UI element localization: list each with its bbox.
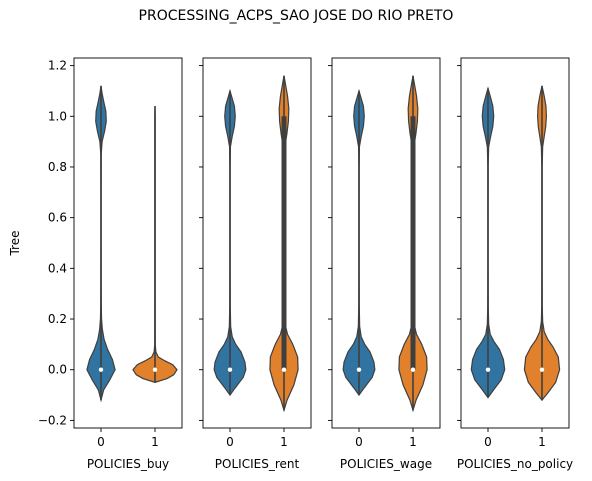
violin-iqr-2-1 xyxy=(281,116,287,370)
x-axis-label-2: POLICIES_rent xyxy=(215,457,300,471)
x-tick-label: 0 xyxy=(97,435,105,449)
x-tick-label: 1 xyxy=(538,435,546,449)
panel-frame-2 xyxy=(202,57,312,429)
violin-median-2-1 xyxy=(281,367,287,372)
x-tick-label: 1 xyxy=(280,435,288,449)
y-tick-label: 0.0 xyxy=(48,363,67,377)
y-tick-label: 1.2 xyxy=(48,59,67,73)
violin-median-4-0 xyxy=(485,367,491,372)
y-tick-label: 0.4 xyxy=(48,261,67,275)
y-tick-label: 1.0 xyxy=(48,109,67,123)
violin-median-3-0 xyxy=(356,367,362,372)
y-tick-label: 0.8 xyxy=(48,160,67,174)
y-tick-label: 0.2 xyxy=(48,312,67,326)
chart-title: PROCESSING_ACPS_SAO JOSE DO RIO PRETO xyxy=(138,8,454,24)
panel-frame-4 xyxy=(460,57,570,429)
panel-frame-1 xyxy=(73,57,183,429)
x-tick-label: 0 xyxy=(226,435,234,449)
violin-median-4-1 xyxy=(539,367,545,372)
y-tick-label: −0.2 xyxy=(38,413,67,427)
y-tick-label: 0.6 xyxy=(48,211,67,225)
x-tick-label: 1 xyxy=(409,435,417,449)
x-tick-label: 0 xyxy=(484,435,492,449)
violin-median-1-1 xyxy=(152,367,158,372)
x-axis-label-3: POLICIES_wage xyxy=(340,457,432,471)
violin-median-1-0 xyxy=(98,367,104,372)
violin-iqr-3-1 xyxy=(410,116,416,370)
x-tick-label: 0 xyxy=(355,435,363,449)
panel-frame-3 xyxy=(331,57,441,429)
violin-median-2-0 xyxy=(227,367,233,372)
x-tick-label: 1 xyxy=(151,435,159,449)
x-axis-label-4: POLICIES_no_policy xyxy=(457,457,573,471)
y-axis-label: Tree xyxy=(8,230,22,256)
violin-median-3-1 xyxy=(410,367,416,372)
x-axis-label-1: POLICIES_buy xyxy=(87,457,169,471)
